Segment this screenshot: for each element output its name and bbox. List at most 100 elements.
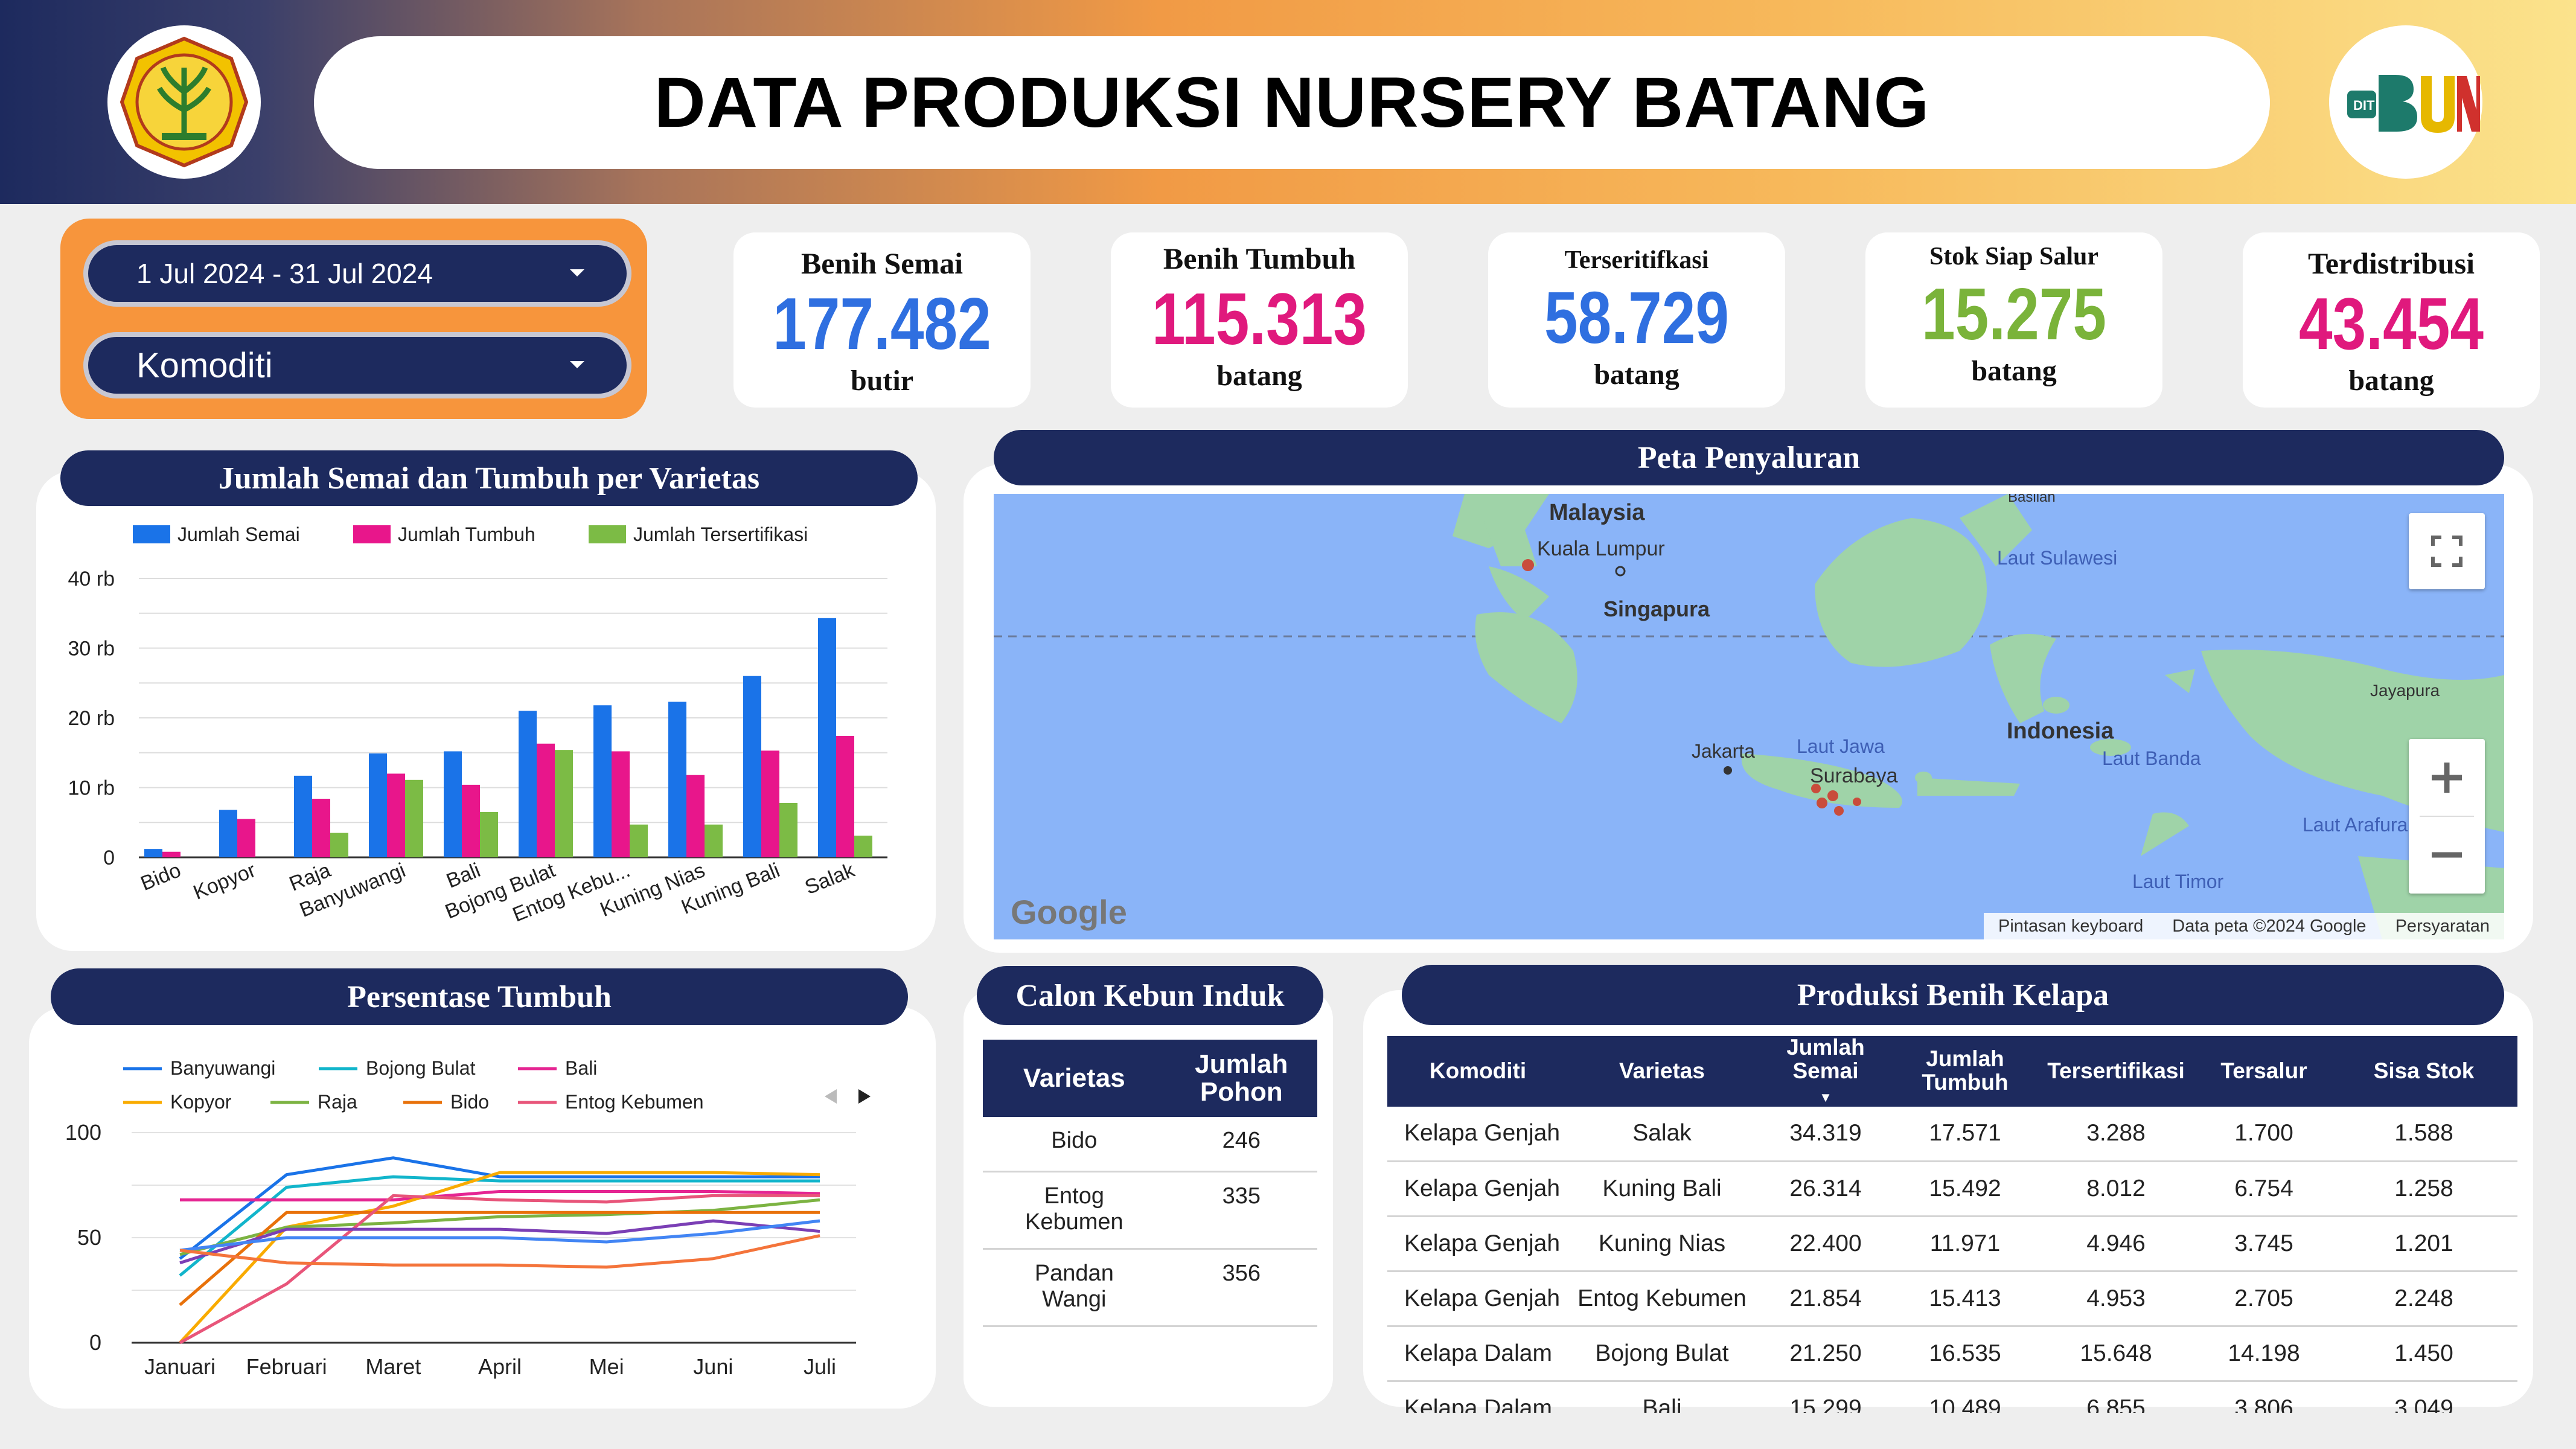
kelapa-table-viewport[interactable]: Komoditi Varietas Jumlah Semai ▼ Jumlah T… bbox=[1363, 1026, 2533, 1413]
series-line[interactable] bbox=[179, 1198, 820, 1256]
fullscreen-button[interactable] bbox=[2409, 513, 2485, 589]
map-label-laut-timor: Laut Timor bbox=[2132, 871, 2224, 892]
bar[interactable] bbox=[668, 702, 686, 857]
map-label-jayapura: Jayapura bbox=[2370, 681, 2440, 700]
table-row: Kelapa Genjah Entog Kebumen 21.854 15.413 4.… bbox=[1387, 1271, 2517, 1328]
table-cell: 6.855 bbox=[2034, 1381, 2197, 1413]
bar[interactable] bbox=[818, 618, 836, 857]
date-range-value: 1 Jul 2024 - 31 Jul 2024 bbox=[136, 258, 433, 289]
bar[interactable] bbox=[537, 743, 555, 857]
table-cell: Entog Kebumen bbox=[983, 1171, 1166, 1250]
kpi-label: Terdistribusi bbox=[2307, 246, 2475, 280]
calon-kebun-title: Calon Kebun Induk bbox=[977, 966, 1323, 1025]
series-line[interactable] bbox=[179, 1219, 820, 1252]
map-label-laut-sulawesi: Laut Sulawesi bbox=[1997, 547, 2118, 569]
komoditi-filter[interactable]: Komoditi bbox=[83, 332, 631, 398]
column-header[interactable]: Komoditi bbox=[1387, 1036, 1568, 1107]
table-cell: Bojong Bulat bbox=[1568, 1326, 1756, 1383]
bar[interactable] bbox=[555, 750, 573, 857]
column-header[interactable]: Jumlah Pohon bbox=[1165, 1040, 1317, 1117]
chevron-down-icon bbox=[570, 269, 584, 277]
map-label-indonesia: Indonesia bbox=[2007, 718, 2114, 744]
zoom-in-button[interactable] bbox=[2409, 739, 2485, 816]
bar[interactable] bbox=[144, 849, 162, 857]
kelapa-table: Komoditi Varietas Jumlah Semai ▼ Jumlah T… bbox=[1387, 1035, 2517, 1413]
bar[interactable] bbox=[743, 676, 761, 857]
bar[interactable] bbox=[237, 819, 255, 857]
fullscreen-icon bbox=[2431, 536, 2463, 567]
bar[interactable] bbox=[462, 784, 480, 857]
minus-icon bbox=[2432, 852, 2462, 858]
table-cell: 16.535 bbox=[1896, 1326, 2034, 1383]
table-cell: Kelapa Dalam bbox=[1387, 1381, 1568, 1413]
column-header[interactable]: Varietas bbox=[983, 1040, 1166, 1117]
x-tick-label: Maret bbox=[365, 1354, 421, 1379]
bar[interactable] bbox=[686, 775, 705, 857]
bar[interactable] bbox=[630, 824, 648, 857]
table-cell: 10.489 bbox=[1896, 1381, 2034, 1413]
peta-title: Peta Penyaluran bbox=[994, 430, 2504, 485]
table-cell: 335 bbox=[1165, 1171, 1317, 1250]
bar[interactable] bbox=[162, 851, 181, 857]
bar[interactable] bbox=[779, 802, 797, 857]
bar[interactable] bbox=[593, 705, 612, 857]
x-tick-label: Juni bbox=[693, 1354, 733, 1379]
series-line[interactable] bbox=[179, 1175, 820, 1277]
column-header[interactable]: Tersalur bbox=[2197, 1036, 2330, 1107]
column-header[interactable]: Sisa Stok bbox=[2330, 1036, 2517, 1107]
legend-label: Entog Kebumen bbox=[565, 1091, 704, 1113]
table-cell: 34.319 bbox=[1756, 1106, 1896, 1163]
y-tick-label: 20 rb bbox=[68, 707, 115, 730]
persentase-chart: Banyuwangi Bojong Bulat Bali Kopyor Raja Bido… bbox=[65, 1057, 871, 1379]
bar[interactable] bbox=[761, 750, 779, 857]
bar[interactable] bbox=[444, 751, 462, 857]
bar[interactable] bbox=[836, 736, 854, 857]
series-line[interactable] bbox=[179, 1194, 820, 1345]
bar[interactable] bbox=[387, 773, 405, 857]
bar[interactable] bbox=[219, 810, 237, 857]
table-cell: Bali bbox=[1568, 1381, 1756, 1413]
column-header-sorted[interactable]: Jumlah Semai ▼ bbox=[1756, 1035, 1896, 1107]
kpi-benih-semai: Benih Semai 177.482 butir bbox=[733, 232, 1031, 408]
series-line[interactable] bbox=[179, 1156, 820, 1260]
series-line[interactable] bbox=[179, 1234, 820, 1269]
series-line[interactable] bbox=[179, 1219, 820, 1265]
zoom-control bbox=[2409, 739, 2485, 894]
bar[interactable] bbox=[854, 836, 872, 857]
table-cell: 3.049 bbox=[2330, 1381, 2517, 1413]
column-header-label: Jumlah Semai bbox=[1786, 1035, 1865, 1083]
bar[interactable] bbox=[612, 751, 630, 857]
column-header[interactable]: Jumlah Tumbuh bbox=[1896, 1036, 2034, 1107]
terms-link[interactable]: Persyaratan bbox=[2395, 916, 2490, 936]
zoom-out-button[interactable] bbox=[2409, 816, 2485, 894]
keyboard-shortcuts-link[interactable]: Pintasan keyboard bbox=[1998, 916, 2144, 936]
bar[interactable] bbox=[369, 753, 387, 857]
bar[interactable] bbox=[312, 798, 330, 857]
date-range-filter[interactable]: 1 Jul 2024 - 31 Jul 2024 bbox=[83, 240, 631, 307]
table-cell: 1.450 bbox=[2330, 1326, 2517, 1383]
bar[interactable] bbox=[294, 775, 312, 857]
column-header[interactable]: Varietas bbox=[1568, 1036, 1756, 1107]
bar[interactable] bbox=[330, 833, 348, 857]
bar[interactable] bbox=[405, 779, 423, 857]
bar[interactable] bbox=[519, 711, 537, 857]
plus-icon bbox=[2432, 763, 2462, 793]
bar[interactable] bbox=[705, 824, 723, 857]
legend-label: Raja bbox=[318, 1091, 357, 1113]
legend-label: Jumlah Tumbuh bbox=[398, 523, 535, 545]
bar[interactable] bbox=[480, 811, 498, 857]
kpi-label: Benih Tumbuh bbox=[1163, 242, 1356, 275]
legend-next-icon[interactable] bbox=[858, 1089, 871, 1104]
distribution-map[interactable]: Malaysia Kuala Lumpur Singapura Laut Sul… bbox=[994, 494, 2504, 939]
legend-prev-icon[interactable] bbox=[825, 1089, 837, 1104]
series-line[interactable] bbox=[180, 1189, 820, 1201]
table-cell: 22.400 bbox=[1756, 1216, 1896, 1273]
column-header[interactable]: Tersertifikasi bbox=[2034, 1036, 2197, 1107]
table-cell: Entog Kebumen bbox=[1568, 1271, 1756, 1328]
series-line[interactable] bbox=[179, 1211, 820, 1307]
page-title: DATA PRODUKSI NURSERY BATANG bbox=[654, 63, 1930, 142]
table-row: Kelapa Genjah Kuning Nias 22.400 11.971 4.94… bbox=[1387, 1216, 2517, 1273]
table-row: Bido 246 bbox=[983, 1117, 1317, 1172]
x-tick-label: Juli bbox=[804, 1354, 836, 1379]
table-cell: 15.413 bbox=[1896, 1271, 2034, 1328]
